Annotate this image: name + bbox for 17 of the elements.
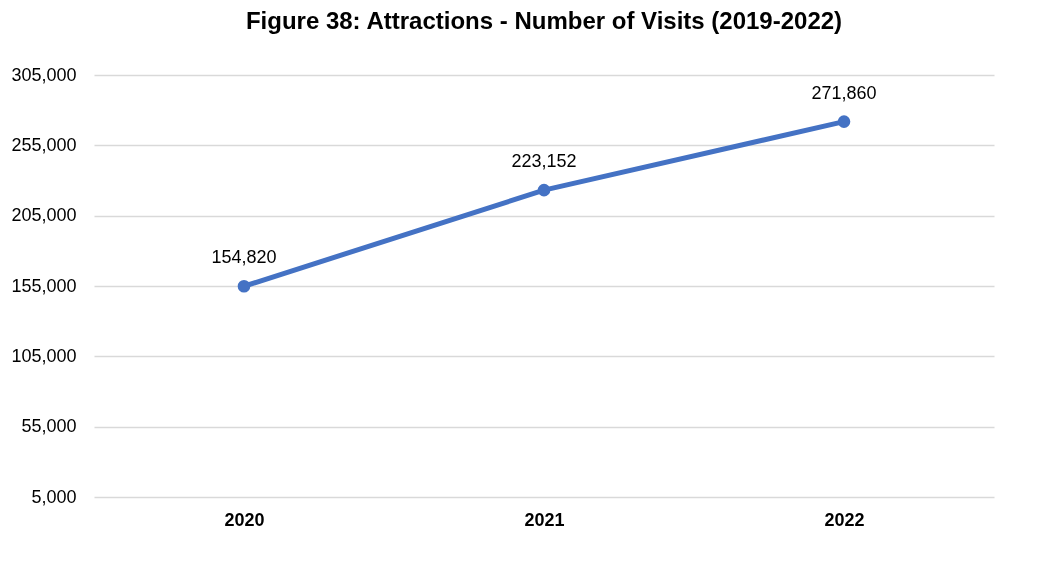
x-tick-label: 2022 [824, 509, 865, 530]
y-tick-label: 305,000 [11, 64, 77, 85]
x-tick-label: 2020 [224, 509, 265, 530]
point [237, 279, 251, 293]
x-tick-label: 2021 [524, 509, 565, 530]
y-tick-label: 105,000 [11, 345, 77, 366]
y-tick-label: 55,000 [21, 416, 77, 437]
data-label: 271,860 [811, 82, 877, 103]
y-tick-label: 155,000 [11, 275, 77, 296]
point [537, 183, 551, 197]
y-tick-label: 255,000 [11, 134, 77, 155]
point [837, 115, 851, 128]
y-tick-label: 205,000 [11, 205, 77, 226]
data-label: 154,820 [211, 247, 277, 268]
y-tick-label: 5,000 [31, 486, 77, 507]
data-label: 223,152 [511, 151, 577, 172]
chart-title: Figure 38: Attractions - Number of Visits (2019-2022) [245, 7, 843, 34]
